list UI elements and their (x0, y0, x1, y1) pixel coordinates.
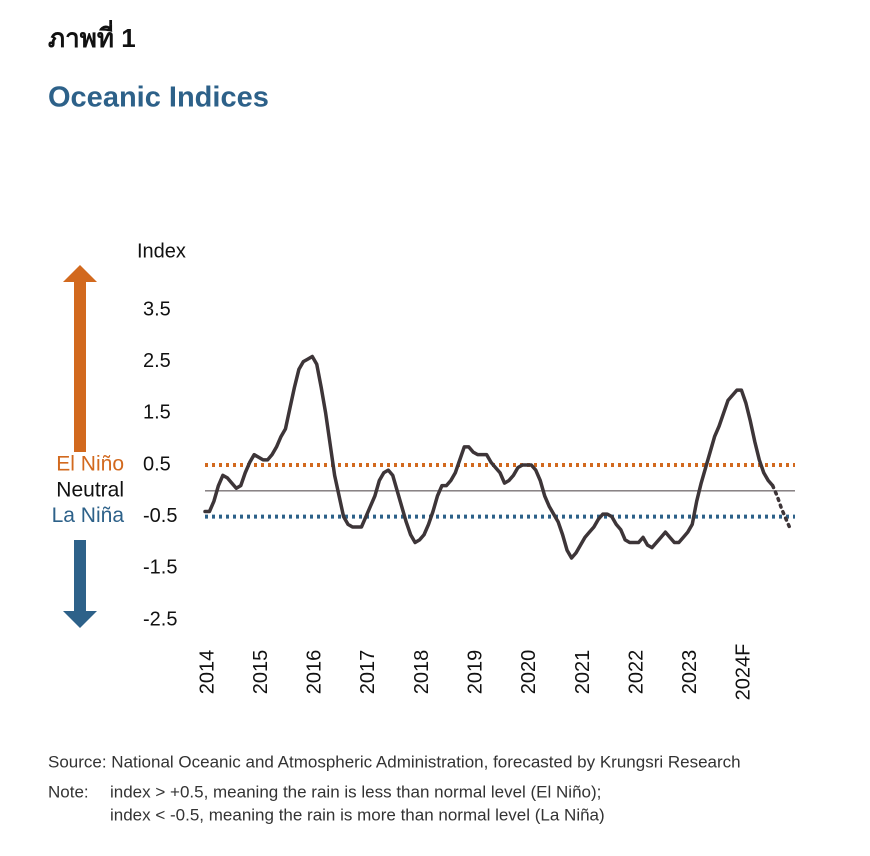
x-tick-label: 2019 (464, 650, 486, 695)
x-tick-label: 2014 (196, 650, 218, 695)
y-axis-label: Index (137, 240, 186, 262)
figure-label: ภาพที่ 1 (48, 19, 136, 53)
x-tick-label: 2020 (518, 650, 540, 695)
y-tick-label: 2.5 (143, 350, 171, 372)
x-tick-label: 2017 (357, 650, 379, 695)
data-line (770, 483, 793, 532)
x-tick-label: 2024F (733, 644, 755, 701)
y-tick-label: 3.5 (143, 298, 171, 320)
reference-label: La Niña (52, 504, 125, 527)
x-tick-label: 2018 (411, 650, 433, 695)
x-tick-label: 2022 (625, 650, 647, 695)
y-tick-label: -2.5 (143, 608, 177, 630)
x-tick-label: 2021 (572, 650, 594, 695)
note-line: index > +0.5, meaning the rain is less t… (110, 782, 601, 801)
note-label: Note: (48, 782, 89, 801)
reference-label: El Niño (56, 453, 124, 476)
data-line (203, 354, 775, 560)
x-tick-label: 2023 (679, 650, 701, 695)
reference-label: Neutral (56, 478, 124, 501)
y-tick-label: -0.5 (143, 505, 177, 527)
source: Source: National Oceanic and Atmospheric… (48, 752, 741, 771)
x-tick-label: 2015 (250, 650, 272, 695)
y-tick-label: 0.5 (143, 453, 171, 475)
x-tick-label: 2016 (304, 650, 326, 695)
y-tick-label: 1.5 (143, 402, 171, 424)
y-tick-label: -1.5 (143, 557, 177, 579)
note-line: index < -0.5, meaning the rain is more t… (110, 805, 605, 824)
el-nino-arrow (63, 265, 97, 452)
chart-title: Oceanic Indices (48, 82, 269, 114)
la-nina-arrow (63, 540, 97, 628)
